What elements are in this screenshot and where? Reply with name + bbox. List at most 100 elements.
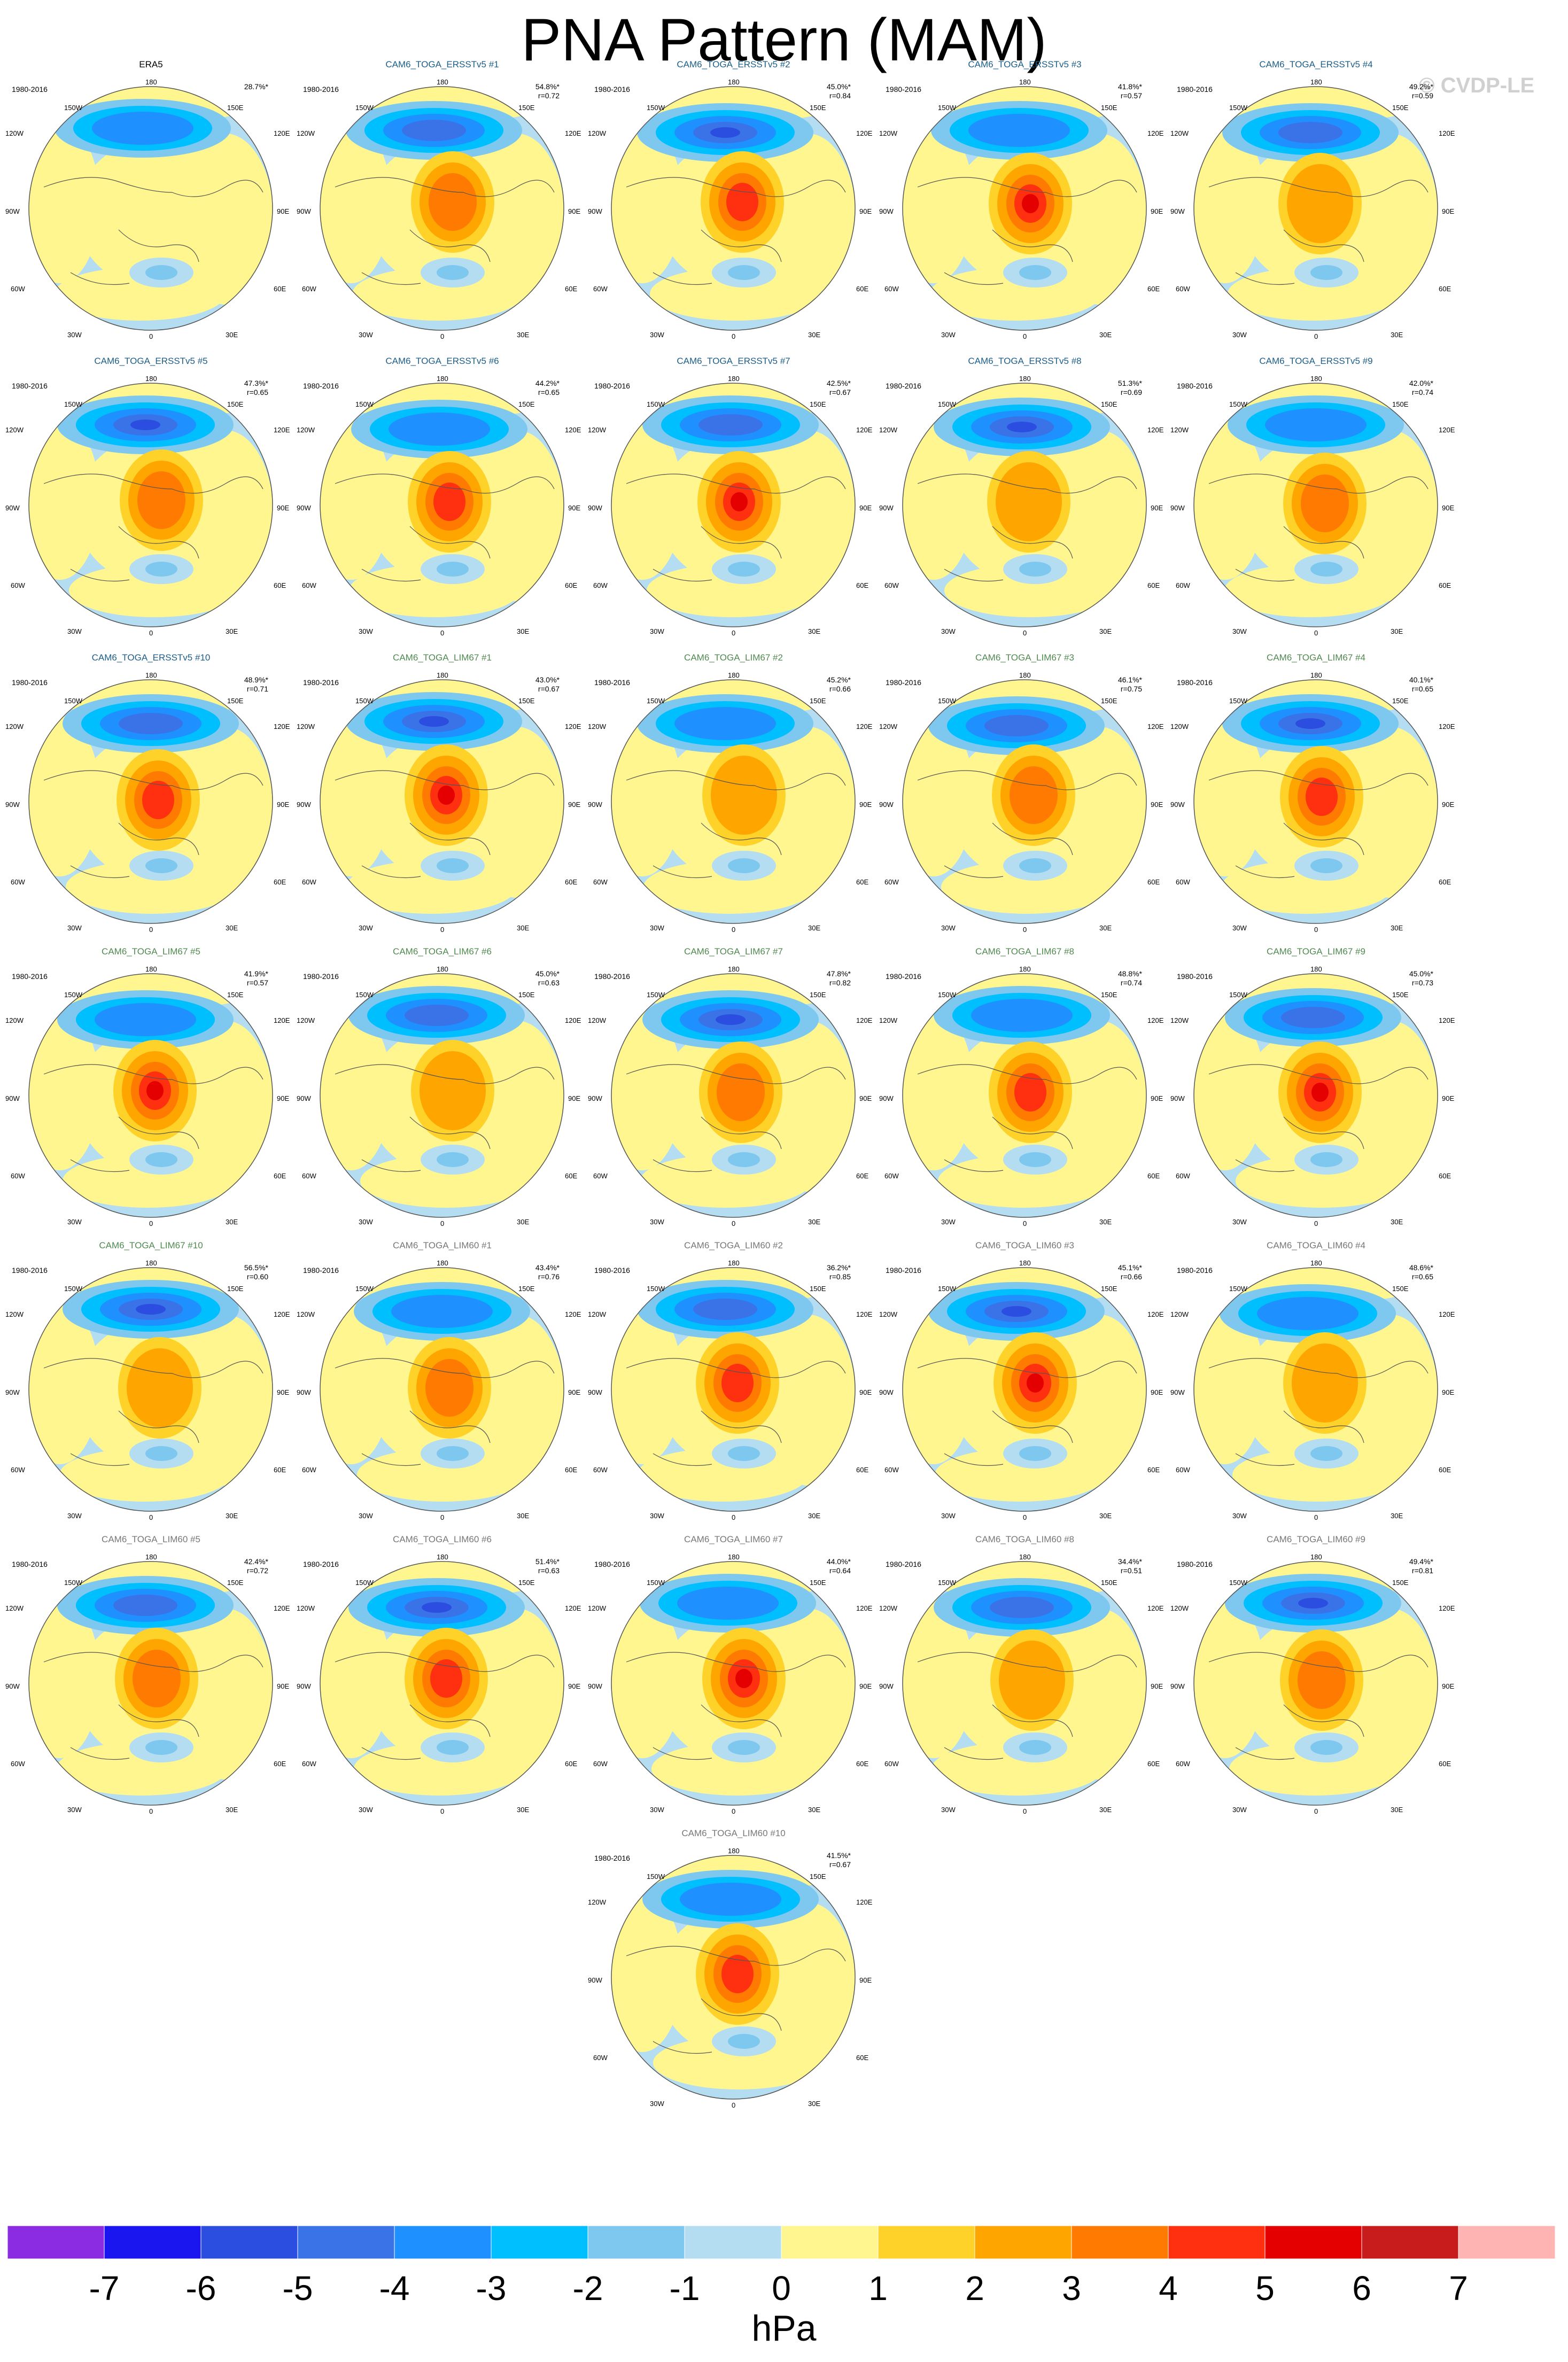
polar-map bbox=[320, 973, 564, 1218]
longitude-label: 120W bbox=[5, 426, 24, 434]
colorbar-swatch bbox=[684, 2225, 782, 2259]
longitude-label: 0 bbox=[149, 629, 153, 637]
longitude-label: 180 bbox=[1019, 1553, 1031, 1561]
longitude-label: 60W bbox=[11, 581, 25, 589]
longitude-label: 30W bbox=[941, 627, 956, 635]
longitude-label: 30E bbox=[517, 1806, 530, 1814]
panel-title: CAM6_TOGA_ERSSTv5 #9 bbox=[1259, 356, 1373, 366]
longitude-label: 180 bbox=[1019, 1259, 1031, 1267]
positive-anomaly-region bbox=[611, 419, 682, 580]
longitude-label: 150E bbox=[810, 400, 826, 408]
negative-anomaly-contour bbox=[1310, 1740, 1342, 1755]
longitude-label: 90W bbox=[297, 1682, 311, 1690]
longitude-label: 60E bbox=[856, 2054, 869, 2062]
longitude-label: 150W bbox=[64, 104, 82, 112]
positive-anomaly-region bbox=[29, 716, 100, 876]
longitude-label: 120E bbox=[1439, 426, 1455, 434]
polar-map bbox=[320, 679, 564, 924]
panel-percent-variance: 51.4%* bbox=[535, 1557, 560, 1566]
longitude-label: 60E bbox=[856, 878, 869, 886]
coastline bbox=[43, 177, 263, 285]
positive-anomaly-region bbox=[611, 1010, 682, 1170]
panel-period: 1980-2016 bbox=[594, 85, 630, 94]
panel-percent-variance: 41.8%* bbox=[1117, 82, 1142, 91]
positive-anomaly-contour bbox=[996, 462, 1062, 541]
panel-title: CAM6_TOGA_LIM60 #5 bbox=[102, 1534, 200, 1544]
longitude-label: 60W bbox=[11, 285, 25, 293]
panel-period: 1980-2016 bbox=[594, 678, 630, 687]
longitude-label: 90W bbox=[588, 1682, 602, 1690]
longitude-label: 60W bbox=[884, 1760, 899, 1768]
negative-anomaly-contour bbox=[1281, 1007, 1345, 1028]
polar-map bbox=[902, 86, 1147, 331]
map-panel: CAM6_TOGA_ERSSTv5 #9 1980-2016 42.0%* r=0.7… bbox=[1170, 353, 1462, 637]
longitude-label: 30W bbox=[67, 924, 82, 932]
panel-pattern-correlation: r=0.64 bbox=[829, 1566, 851, 1575]
longitude-label: 30W bbox=[67, 1806, 82, 1814]
panel-title: CAM6_TOGA_ERSSTv5 #2 bbox=[677, 59, 790, 69]
longitude-label: 60W bbox=[884, 285, 899, 293]
positive-anomaly-contour bbox=[438, 786, 455, 805]
polar-map bbox=[28, 1267, 273, 1512]
page-title: PNA Pattern (MAM) bbox=[521, 6, 1047, 73]
longitude-label: 30W bbox=[650, 1806, 664, 1814]
coastline bbox=[1208, 1358, 1429, 1466]
longitude-label: 0 bbox=[440, 926, 445, 934]
positive-anomaly-contour bbox=[433, 483, 465, 521]
polar-map bbox=[28, 86, 273, 331]
panel-pattern-correlation: r=0.66 bbox=[829, 685, 851, 693]
panel-percent-variance: 45.2%* bbox=[826, 675, 851, 684]
polar-map bbox=[1193, 973, 1438, 1218]
longitude-label: 120W bbox=[297, 722, 315, 731]
longitude-label: 120E bbox=[856, 1898, 873, 1906]
longitude-label: 150E bbox=[1101, 104, 1117, 112]
positive-anomaly-region bbox=[611, 716, 682, 876]
panel-period: 1980-2016 bbox=[12, 85, 48, 94]
positive-anomaly-region bbox=[611, 1304, 682, 1464]
longitude-label: 0 bbox=[149, 926, 153, 934]
colorbar-tick-label: -7 bbox=[89, 2269, 120, 2307]
map-panel: CAM6_TOGA_LIM60 #3 1980-2016 45.1%* r=0.66 1… bbox=[879, 1237, 1170, 1521]
longitude-label: 30E bbox=[1391, 331, 1403, 339]
longitude-label: 150W bbox=[355, 1285, 374, 1293]
map-border bbox=[320, 973, 564, 1218]
negative-anomaly-contour bbox=[437, 1446, 469, 1461]
positive-anomaly-region bbox=[360, 1154, 531, 1208]
coastline bbox=[335, 177, 555, 285]
map-panel: CAM6_TOGA_LIM60 #6 1980-2016 51.4%* r=0.63 1… bbox=[297, 1531, 588, 1815]
positive-anomaly-region bbox=[611, 1598, 682, 1758]
map-border bbox=[1193, 1267, 1438, 1512]
positive-anomaly-region bbox=[320, 123, 391, 283]
positive-anomaly-region bbox=[1194, 1598, 1265, 1758]
panel-period: 1980-2016 bbox=[303, 85, 339, 94]
longitude-label: 30E bbox=[1391, 627, 1403, 635]
longitude-label: 180 bbox=[1019, 78, 1031, 86]
longitude-label: 0 bbox=[1314, 926, 1318, 934]
map-border bbox=[28, 679, 273, 924]
positive-anomaly-region bbox=[69, 564, 240, 617]
negative-anomaly-contour bbox=[422, 1602, 452, 1613]
panel-pattern-correlation: r=0.67 bbox=[538, 685, 560, 693]
longitude-label: 0 bbox=[440, 629, 445, 637]
polar-map bbox=[902, 1267, 1147, 1512]
longitude-label: 90E bbox=[568, 1682, 581, 1690]
negative-anomaly-contour bbox=[145, 1152, 177, 1167]
panel-pattern-correlation: r=0.65 bbox=[246, 388, 268, 397]
longitude-label: 120E bbox=[274, 129, 290, 137]
polar-map bbox=[611, 973, 856, 1218]
positive-anomaly-region bbox=[611, 1892, 682, 2052]
longitude-label: 150E bbox=[1392, 400, 1409, 408]
panel-percent-variance: 51.3%* bbox=[1117, 379, 1142, 387]
positive-anomaly-region bbox=[320, 1598, 391, 1758]
longitude-label: 60E bbox=[1147, 1466, 1160, 1474]
longitude-label: 120W bbox=[879, 1310, 897, 1318]
longitude-label: 90W bbox=[588, 207, 602, 215]
negative-anomaly-contour bbox=[145, 562, 177, 577]
positive-anomaly-region bbox=[320, 716, 391, 876]
positive-anomaly-contour bbox=[420, 1051, 486, 1130]
polar-map bbox=[320, 1561, 564, 1806]
longitude-label: 150W bbox=[64, 991, 82, 999]
longitude-label: 120W bbox=[1170, 1310, 1189, 1318]
panel-title: CAM6_TOGA_LIM60 #3 bbox=[975, 1240, 1074, 1250]
longitude-label: 180 bbox=[1310, 1553, 1322, 1561]
